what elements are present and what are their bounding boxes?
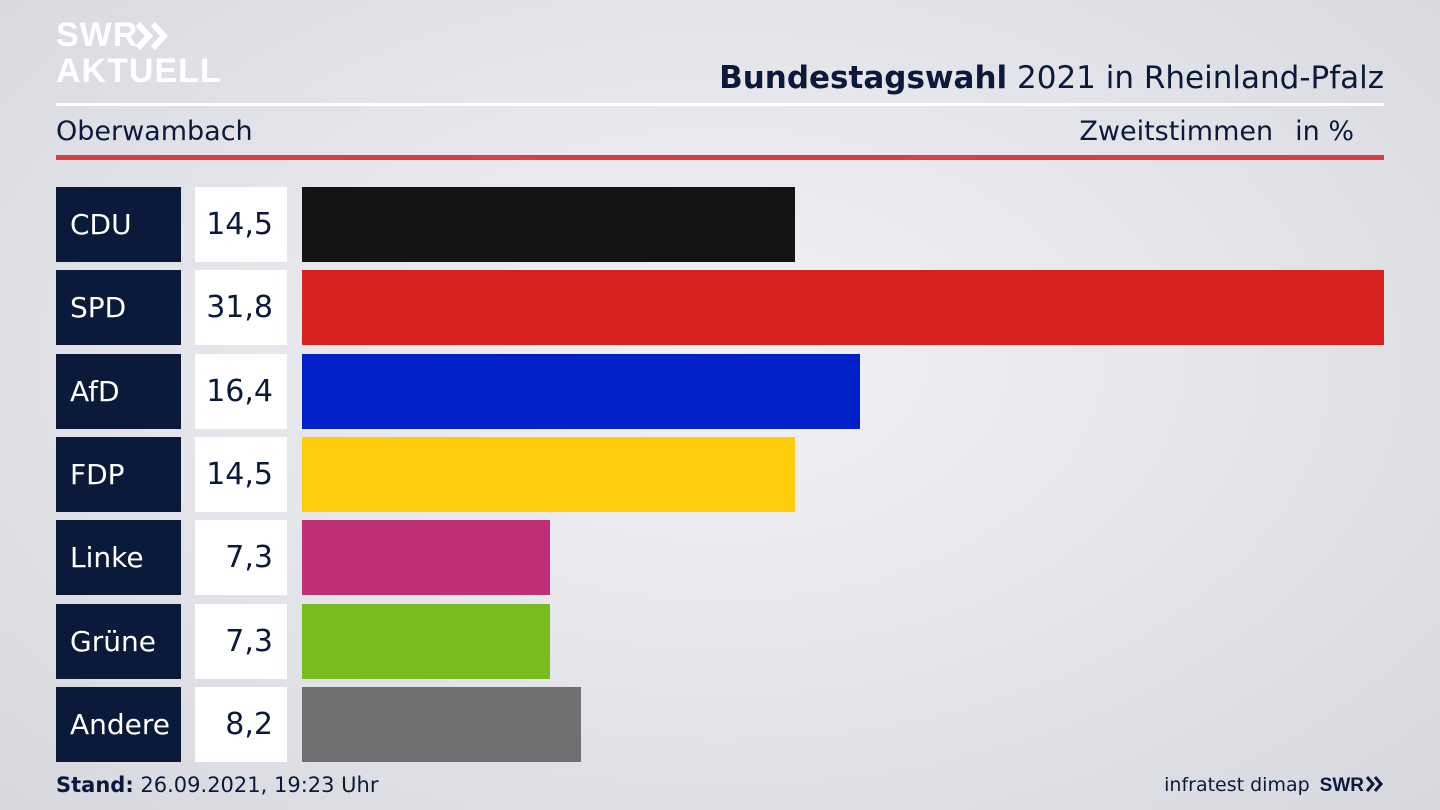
double-chevron-icon — [1365, 776, 1383, 792]
source-label: infratest dimap — [1164, 774, 1310, 796]
bar — [302, 354, 860, 429]
value-label: 14,5 — [195, 437, 287, 512]
logo-line1: SWR — [56, 16, 139, 54]
party-label: Grüne — [56, 604, 181, 679]
bar-row: CDU 14,5 — [56, 187, 1384, 262]
bar-row: SPD 31,8 — [56, 270, 1384, 345]
header-divider — [56, 103, 1384, 106]
measure-label: Zweitstimmen in % — [1079, 114, 1354, 150]
bar-row: Andere 8,2 — [56, 687, 1384, 762]
party-label: AfD — [56, 354, 181, 429]
source-credit: infratest dimap SWR — [1164, 771, 1384, 800]
value-label: 8,2 — [195, 687, 287, 762]
double-chevron-icon — [136, 22, 169, 50]
swr-brand: SWR — [1320, 775, 1384, 796]
value-label: 14,5 — [195, 187, 287, 262]
value-label: 7,3 — [195, 604, 287, 679]
party-label: SPD — [56, 270, 181, 345]
unit-label: in % — [1295, 116, 1354, 147]
region-name: Oberwambach — [56, 116, 253, 147]
title-bold: Bundestagswahl — [719, 60, 1008, 96]
bar — [302, 270, 1384, 345]
value-label: 31,8 — [195, 270, 287, 345]
stand-label: Stand: — [56, 773, 134, 797]
bar — [302, 604, 550, 679]
bar-row: Linke 7,3 — [56, 520, 1384, 595]
logo-line2: AKTUELL — [56, 52, 222, 90]
measure-text: Zweitstimmen — [1079, 116, 1274, 147]
bar — [302, 520, 550, 595]
stand-value: 26.09.2021, 19:23 Uhr — [133, 773, 379, 797]
timestamp: Stand: 26.09.2021, 19:23 Uhr — [56, 771, 379, 799]
party-label: Linke — [56, 520, 181, 595]
party-label: CDU — [56, 187, 181, 262]
value-label: 16,4 — [195, 354, 287, 429]
bar — [302, 437, 795, 512]
party-label: FDP — [56, 437, 181, 512]
bar — [302, 187, 795, 262]
title-rest: 2021 in Rheinland-Pfalz — [1007, 60, 1384, 96]
bar-row: AfD 16,4 — [56, 354, 1384, 429]
chart-title: Bundestagswahl 2021 in Rheinland-Pfalz — [719, 58, 1384, 98]
bar — [302, 687, 581, 762]
swr-brand-text: SWR — [1319, 775, 1364, 796]
party-label: Andere — [56, 687, 181, 762]
value-label: 7,3 — [195, 520, 287, 595]
accent-divider — [56, 155, 1384, 160]
swr-aktuell-logo: SWR AKTUELL — [56, 16, 236, 92]
bar-row: Grüne 7,3 — [56, 604, 1384, 679]
bar-row: FDP 14,5 — [56, 437, 1384, 512]
